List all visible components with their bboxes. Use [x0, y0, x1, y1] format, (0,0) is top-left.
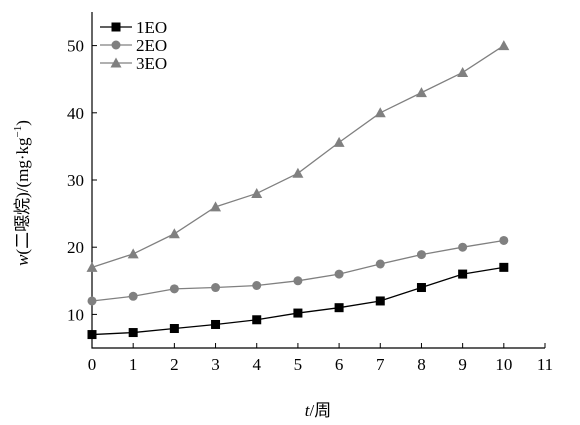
ticks: 0 1 2 3 4 5 6 7 8 9 10 11 10 20 30 40 50	[67, 37, 553, 374]
data-point	[292, 167, 304, 178]
series-3EO	[86, 40, 510, 272]
data-point	[169, 284, 179, 294]
y-axis-close: )	[13, 120, 32, 126]
data-point	[211, 283, 221, 293]
series-line	[91, 45, 505, 268]
x-axis-unit: /周	[310, 401, 332, 420]
y-tick-label: 10	[67, 305, 84, 324]
data-point	[499, 262, 509, 272]
legend-label: 2EO	[136, 36, 167, 55]
data-point	[293, 276, 303, 286]
data-point	[415, 87, 427, 98]
data-point	[252, 281, 262, 291]
data-point	[334, 303, 344, 313]
data-point	[127, 248, 139, 259]
data-point	[87, 296, 97, 306]
data-point	[499, 235, 509, 245]
y-tick-label: 20	[67, 238, 84, 257]
y-tick-label: 50	[67, 37, 84, 56]
x-tick-label: 0	[88, 355, 97, 374]
legend-item: 1EO	[100, 18, 167, 37]
legend-item: 3EO	[100, 54, 167, 73]
legend-marker	[110, 57, 122, 68]
series-line	[91, 239, 504, 302]
legend-marker	[111, 22, 121, 32]
data-point	[375, 259, 385, 269]
data-point	[86, 261, 98, 272]
data-point	[252, 315, 262, 325]
data-point	[458, 242, 468, 252]
data-point	[293, 308, 303, 318]
x-tick-label: 6	[335, 355, 344, 374]
series-1EO	[87, 262, 509, 340]
x-tick-label: 8	[417, 355, 426, 374]
x-tick-label: 3	[211, 355, 220, 374]
data-point	[457, 66, 469, 77]
y-axis-superscript: −1	[12, 126, 24, 138]
x-tick-label: 10	[495, 355, 512, 374]
x-tick-label: 9	[458, 355, 467, 374]
x-tick-label: 1	[129, 355, 138, 374]
data-point	[416, 283, 426, 293]
y-tick-label: 30	[67, 171, 84, 190]
data-point	[128, 291, 138, 301]
data-point	[210, 201, 222, 212]
y-axis-title: w(二噁烷)/(mg·kg−1)	[12, 120, 32, 266]
data-point	[251, 187, 263, 198]
data-point	[128, 328, 138, 338]
series-2EO	[87, 235, 509, 306]
x-tick-label: 11	[537, 355, 553, 374]
x-tick-label: 4	[252, 355, 261, 374]
x-axis-variable: t	[305, 401, 311, 420]
data-point	[87, 330, 97, 340]
y-tick-label: 40	[67, 104, 84, 123]
x-tick-label: 7	[376, 355, 385, 374]
y-axis-label: (二噁烷)/(mg·kg	[13, 137, 32, 255]
data-point	[169, 324, 179, 334]
data-point	[375, 296, 385, 306]
legend-marker	[111, 40, 121, 50]
data-point	[374, 107, 386, 118]
data-point	[498, 40, 510, 51]
x-tick-label: 5	[294, 355, 303, 374]
data-point	[416, 250, 426, 260]
legend-label: 1EO	[136, 18, 167, 37]
data-point	[168, 228, 180, 239]
data-point	[211, 319, 221, 329]
legend-label: 3EO	[136, 54, 167, 73]
x-tick-label: 2	[170, 355, 179, 374]
legend-item: 2EO	[100, 36, 167, 55]
data-point	[458, 269, 468, 279]
x-axis-title: t/周	[305, 401, 331, 420]
series-group	[86, 40, 510, 340]
y-axis-variable: w	[13, 254, 32, 266]
data-point	[333, 136, 345, 147]
data-point	[334, 269, 344, 279]
